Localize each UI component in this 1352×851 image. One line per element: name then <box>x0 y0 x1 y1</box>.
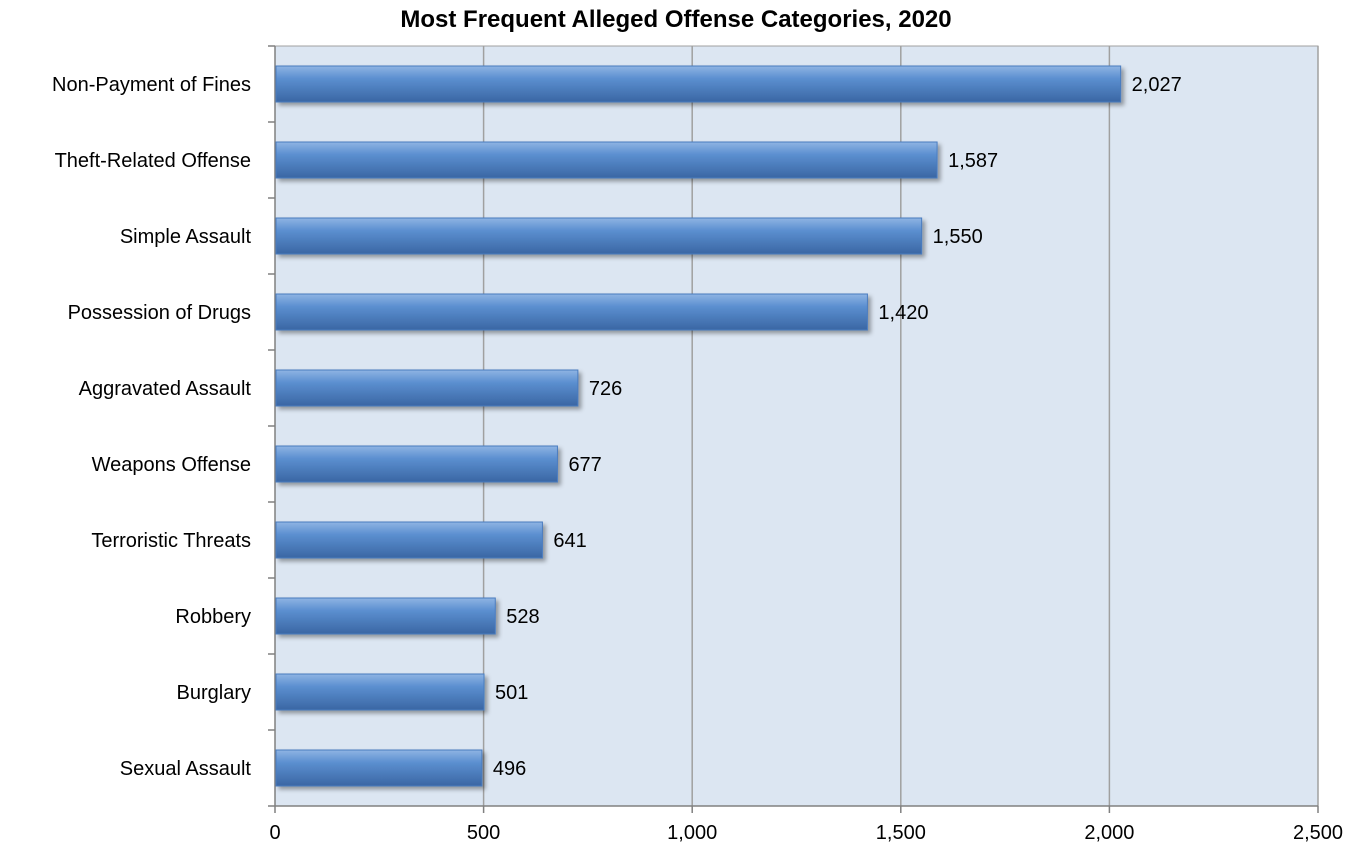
category-label: Terroristic Threats <box>91 530 251 552</box>
x-tick-label: 0 <box>269 822 280 844</box>
category-label: Theft-Related Offense <box>55 150 251 172</box>
data-label: 677 <box>568 454 601 476</box>
data-label: 641 <box>553 530 586 552</box>
bar <box>275 597 496 635</box>
category-label: Simple Assault <box>120 226 252 248</box>
x-tick-label: 2,500 <box>1293 822 1343 844</box>
bar <box>275 65 1122 103</box>
x-tick-label: 2,000 <box>1084 822 1134 844</box>
category-label: Possession of Drugs <box>68 302 251 324</box>
category-label: Weapons Offense <box>92 454 251 476</box>
bar <box>275 141 938 179</box>
data-label: 501 <box>495 682 528 704</box>
data-label: 1,420 <box>878 302 928 324</box>
category-label: Sexual Assault <box>120 758 252 780</box>
category-label: Aggravated Assault <box>79 378 252 400</box>
data-label: 496 <box>493 758 526 780</box>
data-label: 1,587 <box>948 150 998 172</box>
bar <box>275 293 868 331</box>
x-tick-label: 500 <box>467 822 500 844</box>
category-label: Non-Payment of Fines <box>52 74 251 96</box>
bar <box>275 749 483 787</box>
bars <box>275 65 1122 787</box>
bar <box>275 217 923 255</box>
bar <box>275 369 579 407</box>
bar <box>275 521 543 559</box>
bar <box>275 673 485 711</box>
chart-title: Most Frequent Alleged Offense Categories… <box>400 6 952 33</box>
bar <box>275 445 558 483</box>
data-label: 2,027 <box>1132 74 1182 96</box>
category-label: Burglary <box>177 682 251 704</box>
labels: 0 500 1,000 1,500 2,000 2,500 Non-Payment of F… <box>52 74 1343 844</box>
data-label: 528 <box>506 606 539 628</box>
category-label: Robbery <box>175 606 251 628</box>
data-label: 1,550 <box>933 226 983 248</box>
data-label: 726 <box>589 378 622 400</box>
axes <box>268 45 1319 813</box>
x-tick-label: 1,500 <box>876 822 926 844</box>
x-tick-label: 1,000 <box>667 822 717 844</box>
